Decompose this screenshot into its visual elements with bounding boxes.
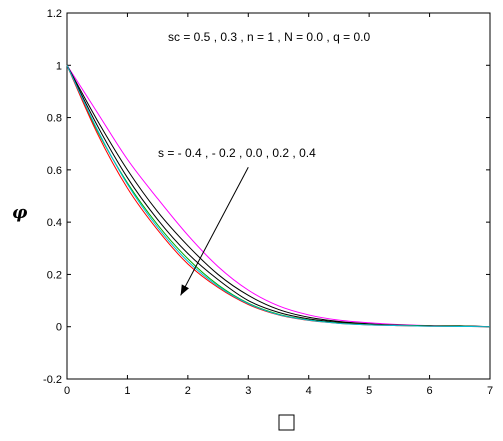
y-tick-label: 1 — [56, 60, 62, 72]
y-tick-label: 0 — [56, 322, 62, 334]
arrow-shaft — [180, 167, 249, 296]
y-tick-label: 0.6 — [47, 165, 62, 177]
x-tick-label: 1 — [124, 385, 130, 397]
y-tick-label: -0.2 — [43, 374, 62, 386]
y-tick-label: 0.2 — [47, 269, 62, 281]
x-axis-label-box — [278, 414, 295, 431]
y-tick-label: 0.8 — [47, 113, 62, 125]
axis-ticks: 0 1 2 3 4 5 6 7-0.200.20.40.60.811.2 — [43, 8, 493, 397]
x-tick-label: 5 — [366, 385, 372, 397]
x-tick-label: 6 — [427, 385, 433, 397]
x-tick-label: 4 — [306, 385, 312, 397]
arrow-head — [180, 284, 189, 296]
s-annotation: s = - 0.4 , - 0.2 , 0.0 , 0.2 , 0.4 — [158, 146, 316, 160]
y-tick-label: 1.2 — [47, 8, 62, 20]
x-tick-label: 3 — [245, 385, 251, 397]
annotation-arrow — [180, 167, 249, 296]
parameter-annotation: sc = 0.5 , 0.3 , n = 1 , N = 0.0 , q = 0… — [168, 30, 370, 44]
x-tick-label: 0 — [64, 385, 70, 397]
x-tick-label: 7 — [487, 385, 493, 397]
x-tick-label: 2 — [185, 385, 191, 397]
series-group — [66, 65, 491, 328]
plot-area — [66, 12, 491, 380]
y-axis-label: φ — [12, 203, 28, 223]
y-tick-label: 0.4 — [47, 217, 62, 229]
series-line-5 — [66, 65, 491, 328]
